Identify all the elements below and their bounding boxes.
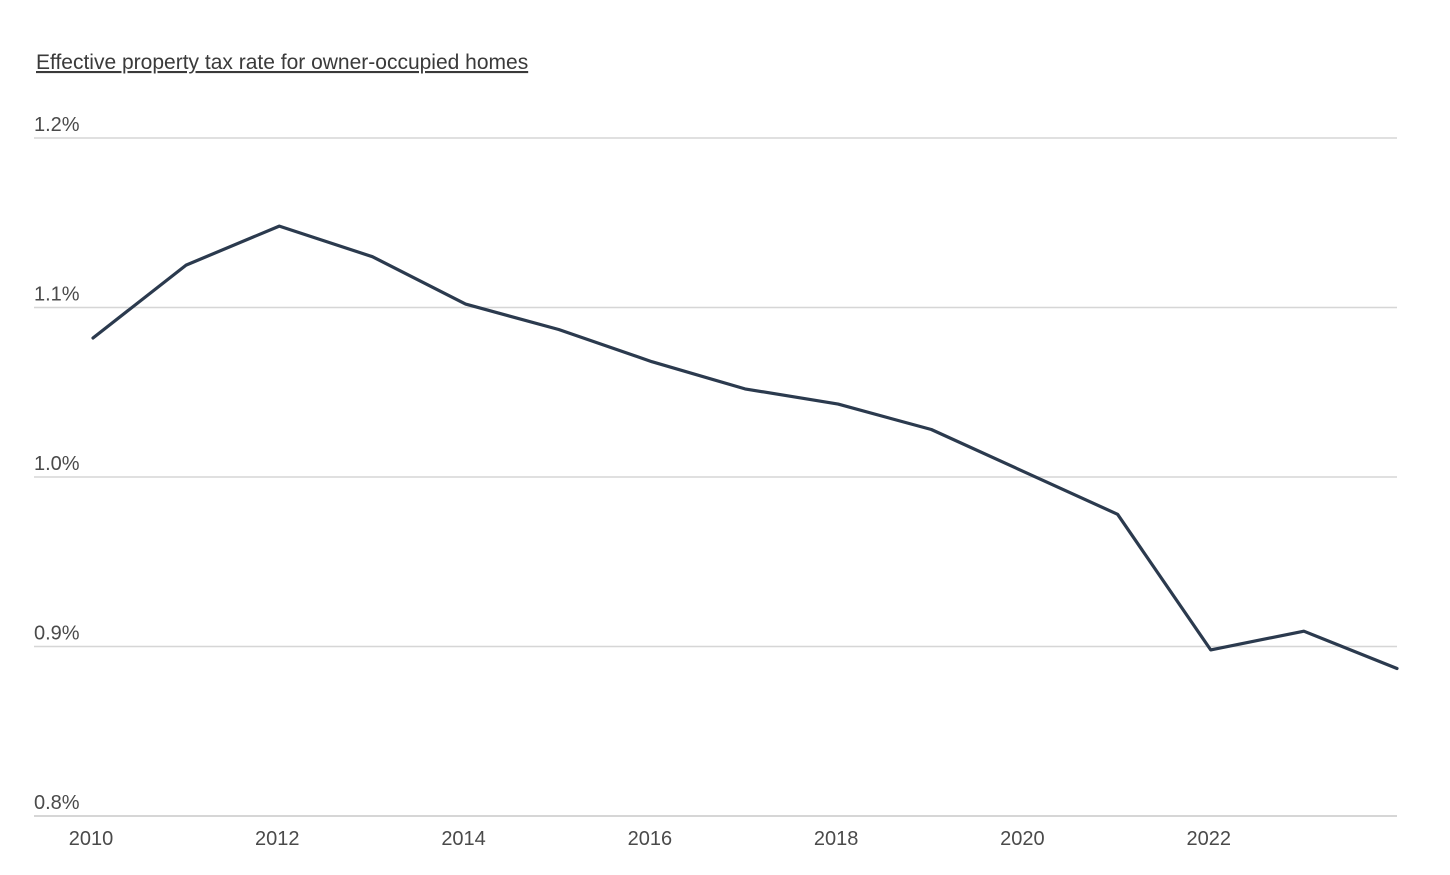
y-tick-label: 0.8%: [34, 792, 80, 814]
data-point: [741, 385, 749, 393]
data-point: [834, 400, 842, 408]
gridlines: [34, 137, 1397, 817]
y-tick-label: 1.2%: [34, 114, 80, 136]
x-tick-label: 2012: [255, 828, 300, 850]
data-point: [1300, 627, 1308, 635]
data-point: [275, 222, 283, 230]
y-tick-label: 1.1%: [34, 284, 80, 306]
data-point: [1207, 646, 1215, 654]
data-point: [89, 334, 97, 342]
chart-title: Effective property tax rate for owner-oc…: [36, 51, 528, 74]
data-point: [368, 253, 376, 261]
series-layer: [89, 222, 1401, 673]
data-point: [1020, 468, 1028, 476]
data-point: [182, 261, 190, 269]
x-tick-label: 2018: [814, 828, 859, 850]
x-tick-label: 2016: [628, 828, 673, 850]
data-point: [1114, 510, 1122, 518]
y-axis: 1.2% 1.1% 1.0% 0.9% 0.8%: [34, 114, 80, 814]
x-tick-label: 2022: [1186, 828, 1231, 850]
data-point: [1393, 665, 1401, 673]
data-point: [555, 326, 563, 334]
data-point: [648, 358, 656, 366]
data-point: [927, 426, 935, 434]
y-tick-label: 0.9%: [34, 623, 80, 645]
data-point: [462, 300, 470, 308]
x-tick-label: 2014: [441, 828, 486, 850]
x-axis: 2010 2012 2014 2016 2018 2020 2022: [69, 828, 1231, 850]
x-tick-label: 2010: [69, 828, 114, 850]
y-tick-label: 1.0%: [34, 453, 80, 475]
series-line: [91, 224, 1399, 671]
x-tick-label: 2020: [1000, 828, 1045, 850]
